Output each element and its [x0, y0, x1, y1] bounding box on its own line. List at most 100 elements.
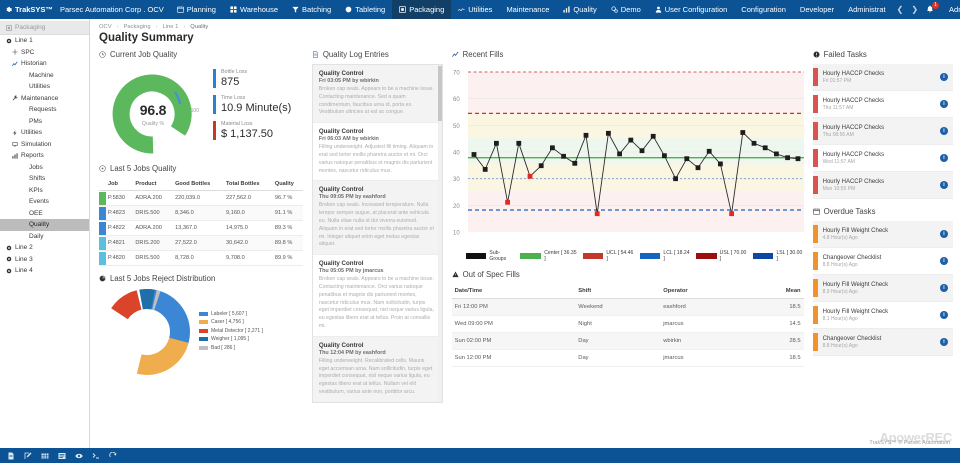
- info-icon[interactable]: i: [940, 284, 948, 292]
- list-item[interactable]: Hourly HACCP Checks Thu 11:57 AM i: [812, 91, 953, 118]
- nav-scroll-right-icon[interactable]: ❯: [911, 5, 919, 14]
- info-icon[interactable]: i: [940, 181, 948, 189]
- list-item[interactable]: Hourly Fill Weight Check 8.1 Hour(s) Ago…: [812, 302, 953, 329]
- info-icon[interactable]: i: [940, 73, 948, 81]
- list-item[interactable]: Quality Control Fri 03:05 PM by wbirkin …: [312, 65, 442, 124]
- eye-icon[interactable]: [75, 452, 83, 460]
- page-title: Quality Summary: [99, 32, 194, 44]
- sidebar-item-line-2[interactable]: Line 2: [0, 242, 89, 254]
- refresh-icon[interactable]: [109, 451, 117, 460]
- table-row[interactable]: Fri 12:00 PM Weekend eashford 18.5: [451, 298, 804, 316]
- info-icon[interactable]: i: [940, 311, 948, 319]
- task-title: Hourly HACCP Checks: [822, 124, 885, 131]
- list-item[interactable]: Hourly Fill Weight Check 8.9 Hour(s) Ago…: [812, 275, 953, 302]
- sidebar-item-shifts[interactable]: Shifts: [0, 173, 89, 185]
- breadcrumb-item-packaging[interactable]: Packaging: [123, 24, 151, 30]
- task-text: Hourly HACCP Checks Thu 08:56 AM: [823, 125, 935, 138]
- nav-item-utilities[interactable]: Utilities: [451, 0, 499, 19]
- list-item[interactable]: Quality Control Thu 12:04 PM by eashford…: [312, 336, 442, 402]
- list-item[interactable]: Changeover Checklist 8.8 Hour(s) Ago i: [812, 329, 953, 356]
- list-item[interactable]: Hourly HACCP Checks Thu 08:56 AM i: [812, 118, 953, 145]
- log-scrollbar[interactable]: [437, 65, 442, 402]
- sidebar-item-pms[interactable]: PMs: [0, 116, 89, 128]
- list-item[interactable]: Hourly HACCP Checks Fri 01:57 PM i: [812, 64, 953, 91]
- sidebar-header-label: Packaging: [15, 24, 46, 31]
- quality-log-list[interactable]: Quality Control Fri 03:05 PM by wbirkin …: [311, 64, 443, 403]
- list-item[interactable]: Changeover Checklist 8.8 Hour(s) Ago i: [812, 248, 953, 275]
- sidebar-item-machine[interactable]: Machine: [0, 70, 89, 82]
- sidebar-item-reports[interactable]: Reports: [0, 150, 89, 162]
- sidebar-item-utilities[interactable]: Utilities: [0, 127, 89, 139]
- sidebar-item-events[interactable]: Events: [0, 196, 89, 208]
- sidebar-item-line-4[interactable]: Line 4: [0, 265, 89, 277]
- sidebar-item-spc[interactable]: SPC: [0, 47, 89, 59]
- nav-item-batching[interactable]: Batching: [285, 0, 338, 19]
- nav-item-tableting[interactable]: Tableting: [338, 0, 392, 19]
- sidebar-item-simulation[interactable]: Simulation: [0, 139, 89, 151]
- nav-item-maintenance[interactable]: Maintenance: [499, 0, 556, 19]
- sidebar-item-oee[interactable]: OEE: [0, 208, 89, 220]
- sidebar-item-daily[interactable]: Daily: [0, 231, 89, 243]
- nav-label: Planning: [186, 5, 216, 14]
- log-meta: Thu 05:05 PM by jmarcus: [318, 268, 384, 275]
- wrench-icon: [11, 95, 18, 102]
- table-row[interactable]: Sun 12:00 PM Day jmarcus 18.5: [451, 349, 804, 367]
- list-item[interactable]: Hourly HACCP Checks Mon 10:55 PM i: [812, 172, 953, 199]
- table-row[interactable]: P.4823 DRIS.500 8,346.0 9,160.0 91.1 %: [99, 205, 303, 221]
- table-icon[interactable]: [41, 452, 49, 460]
- edit-icon[interactable]: [24, 452, 32, 460]
- sidebar-item-requests[interactable]: Requests: [0, 104, 89, 116]
- brand-logo[interactable]: TrakSYS™ Parsec Automation Corp . OCV: [0, 5, 170, 14]
- list-item[interactable]: Hourly HACCP Checks Wed 11:57 AM i: [812, 145, 953, 172]
- sidebar-item-label: Shifts: [29, 175, 46, 183]
- info-icon[interactable]: i: [940, 230, 948, 238]
- breadcrumb-item-ocv[interactable]: OCV: [99, 24, 112, 30]
- info-icon[interactable]: i: [940, 154, 948, 162]
- nav-item-user-menu[interactable]: Administrator: [942, 0, 960, 19]
- sidebar-item-quality[interactable]: Quality: [0, 219, 89, 231]
- list-item[interactable]: Quality Control Fri 06:03 AM by wbirkin …: [312, 123, 442, 182]
- list-icon[interactable]: [58, 452, 66, 460]
- info-icon[interactable]: i: [940, 257, 948, 265]
- nav-label: Administrat: [848, 5, 886, 14]
- nav-item-administrat[interactable]: Administrat: [841, 0, 893, 19]
- list-item[interactable]: Hourly Fill Weight Check 4.8 Hour(s) Ago…: [812, 221, 953, 248]
- task-title: Hourly Fill Weight Check: [822, 308, 889, 315]
- table-row[interactable]: P.4821 DRIS.200 27,522.0 30,642.0 89.8 %: [99, 235, 303, 251]
- terminal-icon[interactable]: [92, 452, 100, 460]
- table-row[interactable]: Wed 09:00 PM Night jmarcus 14.5: [451, 315, 804, 333]
- sidebar-item-jobs[interactable]: Jobs: [0, 162, 89, 174]
- breadcrumb-item-line-1[interactable]: Line 1: [162, 24, 179, 30]
- sidebar-item-line-3[interactable]: Line 3: [0, 254, 89, 266]
- cell-operator: eashford: [660, 298, 746, 316]
- sidebar-item-utilities-historian[interactable]: Utilities: [0, 81, 89, 93]
- blank-icon: [19, 118, 26, 125]
- nav-item-demo[interactable]: Demo: [604, 0, 648, 19]
- sidebar-item-historian[interactable]: Historian: [0, 58, 89, 70]
- nav-item-warehouse[interactable]: Warehouse: [223, 0, 285, 19]
- nav-item-quality[interactable]: Quality: [556, 0, 603, 19]
- list-item[interactable]: Quality Control Thu 09:05 PM by eashford…: [312, 181, 442, 256]
- nav-item-planning[interactable]: Planning: [170, 0, 223, 19]
- notifications-button[interactable]: 1: [922, 1, 942, 15]
- info-icon[interactable]: i: [940, 100, 948, 108]
- sidebar-item-maintenance[interactable]: Maintenance: [0, 93, 89, 105]
- wave-icon: [458, 6, 465, 13]
- cell-product: DRIS.200: [133, 235, 174, 251]
- nav-item-developer[interactable]: Developer: [793, 0, 841, 19]
- file-icon[interactable]: [7, 452, 15, 460]
- nav-item-configuration[interactable]: Configuration: [734, 0, 793, 19]
- nav-item-packaging[interactable]: Packaging: [392, 0, 452, 19]
- nav-scroll-left-icon[interactable]: ❮: [896, 5, 904, 14]
- list-item[interactable]: Quality Control Thu 05:05 PM by jmarcus …: [312, 255, 442, 337]
- sidebar-item-kpis[interactable]: KPIs: [0, 185, 89, 197]
- sidebar-item-line-1[interactable]: Line 1: [0, 35, 89, 47]
- table-row[interactable]: P.4820 DRIS.500 8,728.0 9,708.0 89.9 %: [99, 250, 303, 266]
- table-row[interactable]: P.4822 ADRA.200 13,367.0 14,975.0 89.3 %: [99, 220, 303, 236]
- info-icon[interactable]: i: [940, 127, 948, 135]
- nav-item-user-configuration[interactable]: User Configuration: [648, 0, 735, 19]
- table-row[interactable]: Sun 02:00 PM Day wbirkin 28.5: [451, 332, 804, 350]
- info-icon[interactable]: i: [940, 338, 948, 346]
- table-row[interactable]: P.5830 ADRA.200 220,039.0 227,562.0 96.7…: [99, 190, 303, 206]
- blank-icon: [19, 233, 26, 240]
